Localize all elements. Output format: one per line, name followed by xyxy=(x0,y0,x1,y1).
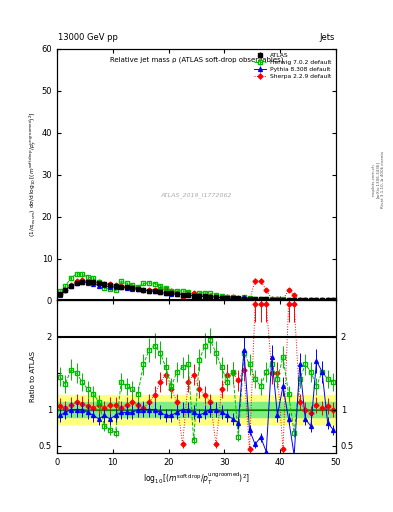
Text: [arXiv:1306.3436]: [arXiv:1306.3436] xyxy=(376,161,380,198)
Text: 13000 GeV pp: 13000 GeV pp xyxy=(58,33,118,42)
Legend: ATLAS, Herwig 7.0.2 default, Pythia 8.308 default, Sherpa 2.2.9 default: ATLAS, Herwig 7.0.2 default, Pythia 8.30… xyxy=(251,50,334,82)
Text: Rivet 3.1.10, ≥ 400k events: Rivet 3.1.10, ≥ 400k events xyxy=(381,151,385,208)
Text: Relative jet mass ρ (ATLAS soft-drop observables): Relative jet mass ρ (ATLAS soft-drop obs… xyxy=(110,56,283,62)
Y-axis label: Ratio to ATLAS: Ratio to ATLAS xyxy=(30,351,36,402)
Text: ATLAS_2019_I1772062: ATLAS_2019_I1772062 xyxy=(161,192,232,198)
Y-axis label: $(1/\sigma_{\rm resum})\ {\rm d}\sigma/{\rm d}\,\log_{10}[(m^{\rm soft\,drop}/p_: $(1/\sigma_{\rm resum})\ {\rm d}\sigma/{… xyxy=(27,112,39,238)
Text: mcplots.cern.ch: mcplots.cern.ch xyxy=(372,163,376,196)
X-axis label: $\log_{10}[(m^{\rm soft\,drop}/p_T^{\rm ungroomed})^2]$: $\log_{10}[(m^{\rm soft\,drop}/p_T^{\rm … xyxy=(143,471,250,487)
Text: Jets: Jets xyxy=(320,33,335,42)
